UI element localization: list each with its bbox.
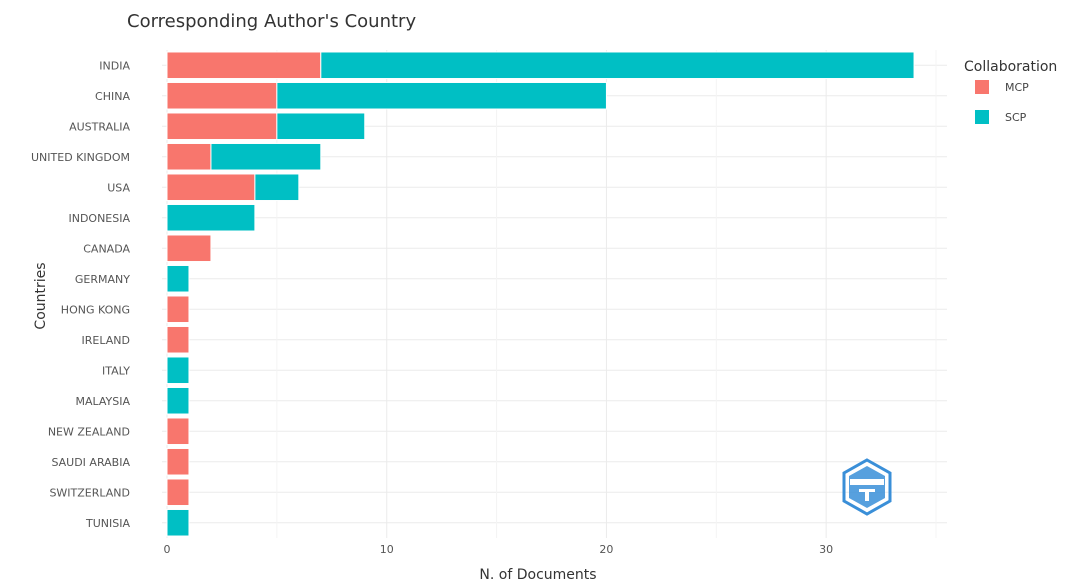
y-tick-label: ITALY: [102, 364, 130, 377]
x-tick-label: 10: [380, 543, 394, 556]
bar-scp-indonesia: [166, 203, 256, 232]
bar-mcp-united-kingdom: [166, 142, 212, 171]
y-tick-label: NEW ZEALAND: [48, 425, 130, 438]
bar-scp-china: [276, 81, 607, 110]
bar-mcp-india: [166, 51, 322, 80]
y-axis-label: Countries: [33, 262, 49, 329]
y-tick-label: USA: [107, 181, 130, 194]
bar-mcp-switzerland: [166, 478, 190, 507]
y-tick-label: CANADA: [83, 242, 130, 255]
y-tick-label: HONG KONG: [61, 303, 130, 316]
bar-mcp-hong-kong: [166, 295, 190, 324]
legend-swatch-mcp: [975, 80, 989, 94]
y-tick-label: GERMANY: [75, 273, 130, 286]
bar-scp-germany: [166, 264, 190, 293]
y-tick-label: CHINA: [95, 90, 130, 103]
bars: [166, 51, 915, 537]
bar-scp-usa: [254, 173, 300, 202]
y-tick-label: UNITED KINGDOM: [31, 151, 130, 164]
bar-mcp-new-zealand: [166, 417, 190, 446]
legend-label-mcp: MCP: [1005, 81, 1029, 94]
bar-mcp-china: [166, 81, 278, 110]
bar-scp-india: [320, 51, 915, 80]
bar-scp-united-kingdom: [210, 142, 322, 171]
y-tick-label: AUSTRALIA: [69, 120, 130, 133]
shield-logo-icon: [842, 458, 892, 516]
x-tick-label: 0: [164, 543, 171, 556]
y-tick-label: MALAYSIA: [75, 395, 130, 408]
y-tick-label: TUNISIA: [85, 517, 130, 530]
legend-title: Collaboration: [964, 59, 1057, 75]
bar-scp-malaysia: [166, 386, 190, 415]
y-tick-labels: INDIA CHINA AUSTRALIA UNITED KINGDOM USA INDO…: [31, 59, 130, 530]
bar-mcp-canada: [166, 234, 212, 263]
y-tick-label: INDIA: [99, 59, 130, 72]
bar-scp-italy: [166, 356, 190, 385]
y-tick-label: SAUDI ARABIA: [51, 456, 130, 469]
legend-swatch-scp: [975, 110, 989, 124]
x-tick-label: 30: [819, 543, 833, 556]
x-axis-label: N. of Documents: [479, 567, 596, 581]
x-tick-label: 20: [599, 543, 613, 556]
bar-mcp-ireland: [166, 325, 190, 354]
x-tick-labels: 0 10 20 30: [164, 543, 834, 556]
y-tick-label: SWITZERLAND: [49, 486, 130, 499]
bar-scp-australia: [276, 112, 366, 141]
y-tick-label: IRELAND: [82, 334, 130, 347]
bar-scp-tunisia: [166, 508, 190, 537]
grid: [162, 50, 947, 538]
chart-title: Corresponding Author's Country: [127, 11, 416, 32]
bar-mcp-saudi-arabia: [166, 447, 190, 476]
bar-mcp-australia: [166, 112, 278, 141]
legend: MCP SCP: [975, 80, 1029, 124]
bar-mcp-usa: [166, 173, 256, 202]
y-tick-label: INDONESIA: [68, 212, 130, 225]
legend-label-scp: SCP: [1005, 111, 1027, 124]
